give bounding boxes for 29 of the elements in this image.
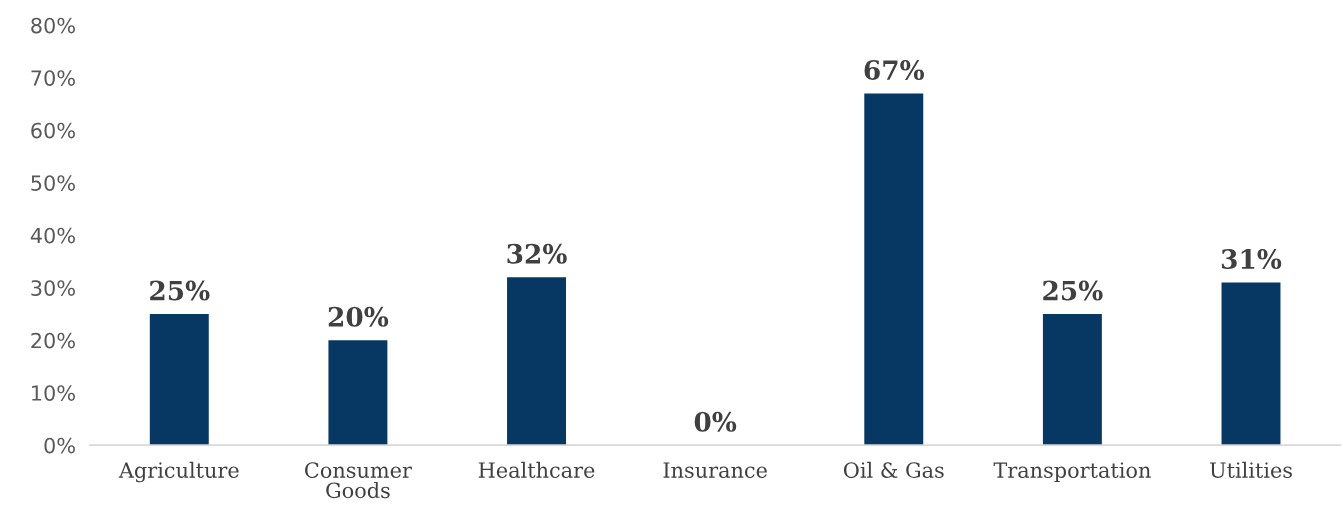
x-tick-label: Oil & Gas <box>843 461 944 478</box>
y-tick-label: 10% <box>32 385 75 401</box>
bar <box>1221 282 1281 446</box>
y-tick-label: 50% <box>31 175 75 191</box>
x-tick-label: Transportation <box>993 462 1151 483</box>
y-tick-label: 0% <box>44 437 75 454</box>
data-label: 32% <box>507 243 567 264</box>
y-tick-label: 40% <box>30 227 75 244</box>
data-label: 0% <box>694 411 737 432</box>
y-tick-label: 60% <box>31 122 75 139</box>
data-label: 31% <box>1221 249 1282 269</box>
bar <box>1042 313 1102 446</box>
data-label: 25% <box>150 280 210 301</box>
x-tick-label: Healthcare <box>478 461 595 478</box>
x-tick-label: Utilities <box>1209 461 1292 478</box>
data-label: 20% <box>328 306 389 327</box>
y-tick-label: 30% <box>31 280 75 296</box>
bar <box>507 277 566 446</box>
bar <box>328 340 388 446</box>
bar <box>864 93 924 446</box>
bar <box>149 313 209 446</box>
x-tick-label: Insurance <box>663 462 767 478</box>
y-tick-label: 70% <box>31 70 75 86</box>
x-tick-label: Agriculture <box>118 461 239 483</box>
data-label: 67% <box>864 60 925 80</box>
y-tick-label: 20% <box>31 332 75 349</box>
x-tick-label: Consumer Goods <box>305 462 412 499</box>
y-tick-label: 80% <box>31 17 75 34</box>
data-label: 25% <box>1043 280 1103 301</box>
